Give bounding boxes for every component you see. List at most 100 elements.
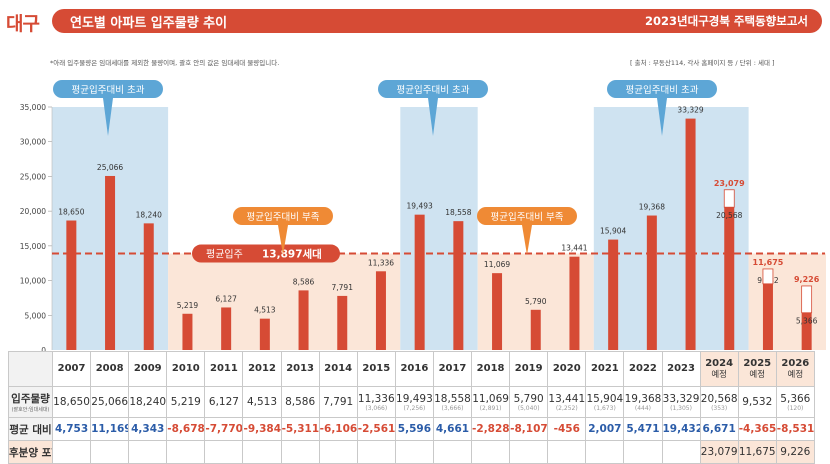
year-label: 2018 [476, 363, 505, 374]
average-label-pill [192, 244, 340, 263]
year-cell: 2014 [318, 351, 358, 387]
supply-value: 7,791 [323, 396, 354, 408]
rental-value: (5,040) [517, 404, 540, 412]
supply-cell: 11,069 (2,891) [471, 386, 511, 418]
year-label: 2015 [362, 363, 391, 374]
vs-average-cell: -4,365 [737, 417, 777, 441]
data-table: 2007 2008 2009 2010 2011 2012 2013 2014 2015 2016… [8, 351, 815, 464]
supply-cell: 15,904 (1,673) [585, 386, 625, 418]
bar-value-label: 15,904 [600, 227, 626, 236]
bar-value-label: 5,219 [177, 301, 199, 310]
table-row: 2007 2008 2009 2010 2011 2012 2013 2014 2015 2016… [8, 351, 815, 387]
supply-value: 13,441 [548, 392, 586, 405]
bar-value-label: 19,493 [407, 202, 433, 211]
vs-average-cell: 4,343 [128, 417, 168, 441]
vs-average-cell: 6,671 [699, 417, 739, 441]
callout-pill [607, 80, 717, 98]
year-cell: 2021 [585, 351, 625, 387]
vs-average-cell: 4,753 [51, 417, 92, 441]
callout-pointer [522, 225, 532, 255]
report-name: 2023년대구경북 주택동향보고서 [645, 13, 808, 29]
bar-value-label: 8,586 [293, 277, 315, 286]
y-tick-label: 25,000 [20, 172, 46, 181]
bar-2008 [105, 175, 116, 350]
forecast-label: 예정 [787, 369, 804, 380]
presale-cell [51, 440, 92, 464]
supply-cell: 7,791 [318, 386, 358, 418]
bar-value-label: 4,513 [254, 306, 276, 315]
vs-average-cell: -7,770 [204, 417, 244, 441]
year-label: 2020 [552, 363, 581, 374]
bar-2013 [298, 290, 309, 350]
year-label: 2024 [705, 357, 734, 369]
year-cell: 2009 [128, 351, 168, 387]
forecast-label: 예정 [711, 369, 727, 380]
callout-pill [233, 207, 333, 225]
presale-value-label: 9,226 [794, 275, 820, 284]
presale-cell [356, 440, 396, 464]
year-cell: 2015 [356, 351, 396, 387]
row-header-note: (괄호안:임대세대) [11, 407, 50, 413]
supply-value: 11,336 [357, 392, 395, 405]
row-header-label: 입주물량 [11, 393, 50, 405]
title-bar: 연도별 아파트 입주물량 추이 2023년대구경북 주택동향보고서 [52, 9, 822, 33]
callout-pointer [428, 98, 438, 136]
supply-value: 33,329 [662, 392, 700, 405]
bar-value-label: 11,336 [368, 258, 394, 267]
callout-pill [477, 207, 577, 225]
rental-value: (444) [634, 404, 652, 412]
presale-cell [242, 440, 282, 464]
year-label: 2010 [171, 363, 200, 374]
footnote: *아래 입주물량은 임대세대를 제외한 물량이며, 괄호 안의 값은 임대세대 … [50, 59, 280, 67]
supply-cell: 5,790 (5,040) [509, 386, 549, 418]
report-year: 2023년 [645, 14, 688, 28]
supply-cell: 33,329 (1,305) [661, 386, 701, 418]
bar-value-label: 20,568 [716, 211, 742, 220]
year-cell: 2016 [394, 351, 434, 387]
bar-2022 [646, 215, 657, 350]
year-label: 2019 [514, 363, 543, 374]
supply-cell: 18,650 [51, 386, 92, 418]
vs-average-cell: -2,561 [356, 417, 396, 441]
bar-2019 [530, 309, 541, 350]
year-cell: 2012 [242, 351, 282, 387]
year-cell: 2013 [280, 351, 320, 387]
year-cell: 2017 [432, 351, 473, 387]
rental-value: (7,256) [403, 404, 426, 412]
presale-cell [585, 440, 625, 464]
vs-average-cell: -6,106 [318, 417, 358, 441]
callout-label: 평균입주대비 부족 [491, 211, 564, 223]
average-label-value: 13,897세대 [262, 248, 322, 261]
table-row: 입주물량 (괄호안:임대세대) 18,650 25,066 18,240 5,219 6,1… [8, 386, 815, 418]
year-cell: 2022 [623, 351, 663, 387]
year-label: 2025 [743, 357, 772, 369]
bar-value-label: 19,368 [639, 203, 665, 212]
presale-cell [661, 440, 701, 464]
bar-value-label: 18,650 [58, 208, 84, 217]
presale-cell: 11,675 [737, 440, 777, 464]
bar-value-label: 25,066 [97, 163, 123, 172]
supply-value: 9,532 [742, 396, 773, 408]
presale-cell [547, 440, 587, 464]
supply-cell: 13,441 (2,252) [547, 386, 587, 418]
year-cell: 2008 [90, 351, 130, 387]
bar-2009 [143, 223, 154, 350]
table-row: 평균 대비 4,753 11,169 4,343 -8,678 -7,770 -9,384-… [8, 417, 815, 441]
year-cell: 2007 [51, 351, 92, 387]
year-cell: 2019 [509, 351, 549, 387]
presale-box-2024 [723, 189, 735, 208]
vs-average-cell: -8,107 [509, 417, 549, 441]
vs-average-cell: 5,471 [623, 417, 663, 441]
bar-value-label: 6,127 [215, 294, 237, 303]
year-cell: 2025 예정 [737, 351, 777, 387]
year-cell: 2024 예정 [699, 351, 739, 387]
supply-value: 20,568 [700, 392, 738, 405]
vs-average-cell: -5,311 [280, 417, 320, 441]
vs-average-cell: 5,596 [394, 417, 434, 441]
y-tick-label: 30,000 [20, 138, 46, 147]
supply-value: 18,558 [434, 392, 471, 405]
bar-2025 [762, 283, 773, 350]
supply-value: 18,240 [129, 396, 167, 408]
presale-cell [90, 440, 130, 464]
year-label: 2012 [248, 363, 276, 374]
